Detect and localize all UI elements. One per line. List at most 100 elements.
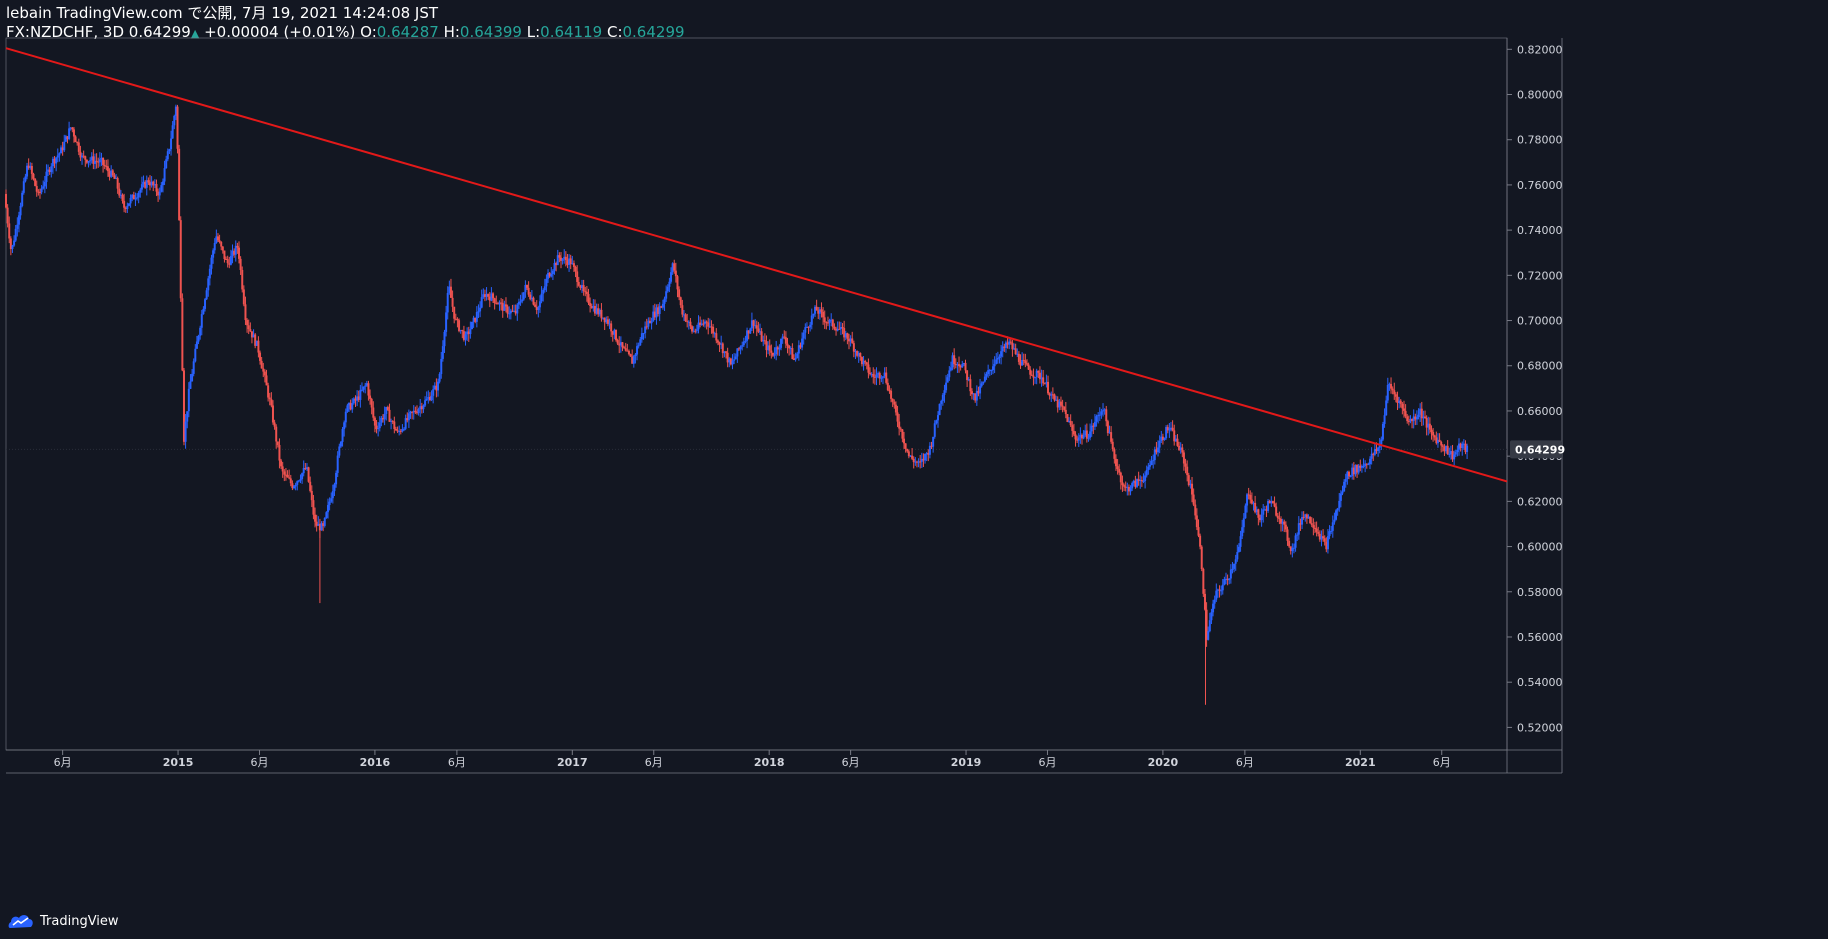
candle-body [511, 310, 514, 312]
candle-body [899, 428, 902, 430]
candle-body [922, 458, 925, 461]
candle-body [152, 181, 155, 186]
candle-body [1449, 451, 1452, 455]
candle-body [1362, 465, 1365, 467]
candle-body [597, 308, 600, 315]
candle-body [1267, 501, 1270, 511]
candle-body [891, 398, 894, 402]
candle-body [263, 371, 266, 376]
candle-body [158, 191, 161, 196]
candle-body [184, 421, 187, 442]
candle-body [1354, 465, 1357, 475]
candle-body [420, 406, 423, 410]
candle-body [61, 147, 64, 151]
candle-body [38, 192, 41, 194]
candle-body [737, 348, 740, 350]
candle-body [627, 350, 630, 355]
candle-body [775, 347, 778, 355]
candle-body [1288, 540, 1291, 547]
candle-body [686, 321, 689, 323]
candle-body [710, 326, 713, 328]
candle-body [352, 398, 355, 404]
candle-body [1365, 463, 1368, 465]
x-tick-label: 2018 [754, 756, 785, 769]
candle-body [582, 285, 585, 292]
candle-body [425, 398, 428, 401]
candle-body [113, 175, 116, 179]
candle-body [149, 182, 152, 186]
candle-body [551, 270, 554, 274]
candle-body [1231, 568, 1234, 570]
candle-body [432, 389, 435, 396]
candle-body [1181, 447, 1184, 453]
candle-body [66, 136, 69, 140]
candle-body [794, 357, 797, 360]
candle-body [48, 169, 51, 173]
candle-body [270, 399, 273, 406]
candle-body [679, 297, 682, 306]
candle-body [741, 345, 744, 347]
candle-body [1102, 410, 1105, 412]
candle-body [53, 158, 56, 164]
candle-body [875, 374, 878, 378]
candle-body [547, 272, 550, 279]
candle-body [526, 285, 529, 288]
candle-body [912, 458, 915, 463]
candle-body [980, 383, 983, 387]
candle-body [503, 304, 506, 311]
candle-body [1189, 483, 1192, 486]
candle-body [377, 428, 380, 430]
candle-body [254, 334, 257, 346]
candle-body [1228, 578, 1231, 581]
candle-body [1037, 370, 1040, 373]
candle-body [474, 317, 477, 322]
candle-body [137, 192, 140, 198]
candle-body [1367, 464, 1370, 466]
candle-body [831, 319, 834, 327]
candle-body [723, 351, 726, 354]
candle-body [205, 290, 208, 300]
candle-body [396, 430, 399, 432]
candle-body [220, 241, 223, 247]
candle-body [386, 407, 389, 410]
candle-body [767, 345, 770, 351]
candle-body [750, 320, 753, 329]
candle-body [246, 320, 249, 326]
candle-body [72, 129, 75, 137]
candle-body [309, 481, 312, 491]
y-tick-label: 0.66000 [1517, 405, 1563, 418]
candle-body [1359, 465, 1362, 468]
candle-body [390, 420, 393, 422]
candle-body [64, 136, 67, 142]
candle-body [424, 400, 427, 406]
candle-body [534, 304, 537, 307]
candle-body [85, 159, 88, 163]
candle-body [1187, 475, 1190, 486]
candle-body [1336, 508, 1339, 511]
candle-body [174, 106, 177, 116]
up-arrow-icon: ▲ [190, 27, 200, 40]
candle-body [1347, 471, 1350, 477]
candle-body [982, 381, 985, 384]
y-tick-label: 0.58000 [1517, 586, 1563, 599]
candle-body [139, 189, 142, 193]
candle-body [956, 364, 959, 366]
candle-body [428, 396, 431, 401]
candle-body [176, 106, 179, 149]
x-tick-label: 6月 [250, 756, 268, 769]
candle-body [1212, 603, 1215, 613]
candle-body [877, 373, 880, 375]
symbol-label[interactable]: FX:NZDCHF, 3D [6, 23, 125, 41]
candle-body [765, 341, 768, 351]
candle-body [1352, 467, 1355, 475]
candle-body [92, 156, 95, 164]
candle-body [115, 178, 118, 180]
candle-body [1284, 524, 1287, 530]
tradingview-footer[interactable]: TradingView [8, 910, 119, 932]
candle-body [1377, 447, 1380, 452]
candle-body [131, 194, 134, 198]
candle-body [1066, 414, 1069, 422]
candle-body [1106, 421, 1109, 434]
candle-body [21, 192, 24, 206]
